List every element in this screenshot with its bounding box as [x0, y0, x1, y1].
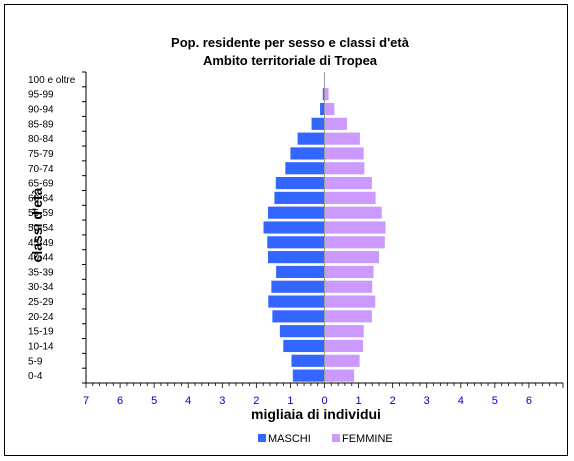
bar-femmine-90-94: [324, 102, 335, 116]
y-tick-label: 60-64: [28, 193, 54, 204]
bars-layer: [263, 88, 386, 382]
bar-maschi-35-39: [276, 265, 325, 279]
bar-femmine-10-14: [324, 339, 364, 353]
bar-femmine-35-39: [324, 265, 374, 279]
y-tick-label: 95-99: [28, 90, 54, 101]
y-axis-label: classi d'età: [29, 187, 45, 262]
x-tick-label: 0: [321, 395, 327, 407]
legend-swatch-femmine: [332, 434, 340, 442]
bar-femmine-30-34: [324, 280, 373, 293]
bar-maschi-40-44: [267, 251, 325, 264]
y-tick-label: 85-89: [28, 119, 54, 130]
bar-maschi-90-94: [320, 102, 325, 116]
bar-maschi-75-79: [290, 147, 325, 160]
legend-label-femmine: FEMMINE: [342, 433, 393, 445]
bar-femmine-15-19: [324, 325, 364, 338]
y-tick-label: 25-29: [28, 297, 54, 308]
bar-maschi-45-49: [267, 236, 325, 249]
y-tick-label: 90-94: [28, 105, 54, 116]
y-tick-label: 50-54: [28, 223, 54, 234]
legend-swatch-maschi: [258, 434, 266, 442]
bar-maschi-55-59: [267, 206, 325, 219]
x-tick-label: 3: [424, 395, 430, 407]
bar-femmine-95-99: [324, 88, 329, 101]
x-tick-label: 7: [83, 395, 89, 407]
bar-maschi-60-64: [274, 191, 325, 204]
x-tick-label: 3: [219, 395, 225, 407]
bar-femmine-20-24: [324, 310, 372, 323]
y-tick-label: 35-39: [28, 267, 54, 278]
bar-femmine-60-64: [324, 191, 376, 204]
x-tick-label: 1: [287, 395, 293, 407]
bar-maschi-85-89: [311, 117, 325, 130]
bar-maschi-5-9: [291, 354, 325, 367]
bar-maschi-25-29: [268, 295, 325, 308]
bar-maschi-80-84: [297, 132, 325, 145]
x-tick-label: 4: [185, 395, 191, 407]
bar-femmine-55-59: [324, 206, 382, 219]
y-tick-label: 70-74: [28, 164, 54, 175]
bar-maschi-10-14: [283, 339, 325, 353]
bar-femmine-65-69: [324, 176, 372, 190]
bar-maschi-0-4: [292, 369, 325, 382]
x-tick-label: 2: [390, 395, 396, 407]
y-tick-labels: 0-4 5-9 10-14 15-19 20-24 25-29 30-34 35-39 40-4…: [28, 75, 76, 382]
x-tick-label: 4: [458, 395, 464, 407]
x-axis-label: migliaia di individui: [251, 406, 381, 422]
axes-layer: [82, 71, 564, 388]
y-tick-label: 45-49: [28, 238, 54, 249]
bar-maschi-30-34: [271, 280, 325, 293]
legend-label-maschi: MASCHI: [268, 433, 311, 445]
legend: MASCHI FEMMINE: [258, 433, 393, 445]
y-tick-label: 75-79: [28, 149, 54, 160]
y-tick-label: 55-59: [28, 208, 54, 219]
y-tick-label: 20-24: [28, 312, 54, 323]
bar-femmine-0-4: [324, 369, 355, 382]
x-tick-label: 1: [356, 395, 362, 407]
bar-maschi-70-74: [285, 162, 325, 175]
bar-maschi-65-69: [275, 176, 325, 190]
bar-maschi-95-99: [322, 88, 325, 101]
bar-femmine-5-9: [324, 354, 360, 367]
bar-femmine-80-84: [324, 132, 360, 145]
y-tick-label: 10-14: [28, 341, 54, 352]
x-tick-label: 2: [253, 395, 259, 407]
bar-femmine-50-54: [324, 221, 386, 234]
y-tick-label: 80-84: [28, 134, 54, 145]
y-tick-label: 15-19: [28, 327, 54, 338]
chart-subtitle: Ambito territoriale di Tropea: [203, 53, 378, 68]
x-tick-label: 5: [151, 395, 157, 407]
y-tick-label: 40-44: [28, 253, 54, 264]
bar-maschi-15-19: [279, 325, 325, 338]
chart-title: Pop. residente per sesso e classi d'età: [171, 35, 410, 50]
y-tick-label: 5-9: [28, 356, 43, 367]
y-tick-label: 100 e oltre: [28, 75, 76, 86]
bar-maschi-50-54: [263, 221, 325, 234]
bar-femmine-45-49: [324, 236, 385, 249]
x-tick-label: 6: [117, 395, 123, 407]
bar-femmine-40-44: [324, 251, 380, 264]
bar-femmine-75-79: [324, 147, 364, 160]
y-tick-label: 65-69: [28, 179, 54, 190]
x-tick-labels: 7 6 5 4 3 2 1 0 1 2 3 4 5 6: [83, 395, 532, 407]
bar-femmine-25-29: [324, 295, 376, 308]
bar-femmine-70-74: [324, 162, 365, 175]
bar-femmine-85-89: [324, 117, 347, 130]
y-tick-label: 0-4: [28, 371, 43, 382]
y-tick-label: 30-34: [28, 282, 54, 293]
x-tick-label: 6: [526, 395, 532, 407]
x-tick-label: 5: [492, 395, 498, 407]
bar-maschi-20-24: [272, 310, 325, 323]
